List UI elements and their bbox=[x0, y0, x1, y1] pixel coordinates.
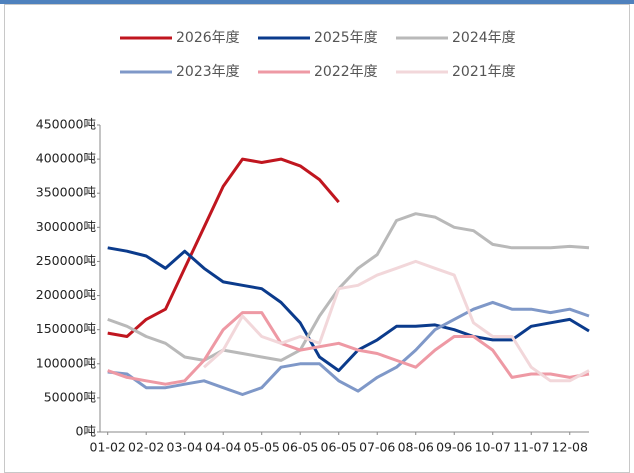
x-tick-label: 01-02 bbox=[90, 440, 126, 455]
x-tick-label: 12-08 bbox=[552, 440, 588, 455]
x-tick-label: 07-06 bbox=[359, 440, 395, 455]
x-tick-label: 10-07 bbox=[475, 440, 511, 455]
y-tick-label: 400000吨 bbox=[36, 151, 97, 166]
x-tick-label: 04-04 bbox=[205, 440, 241, 455]
legend-label: 2025年度 bbox=[314, 30, 378, 46]
x-tick-label: 05-05 bbox=[244, 440, 280, 455]
x-tick-label: 02-02 bbox=[128, 440, 164, 455]
y-tick-label: 250000吨 bbox=[36, 253, 97, 268]
series-line bbox=[107, 311, 590, 386]
y-tick-label: 350000吨 bbox=[36, 185, 97, 200]
series-line bbox=[107, 300, 590, 396]
y-tick-label: 100000吨 bbox=[36, 355, 97, 370]
x-tick-label: 06-05 bbox=[282, 440, 318, 455]
legend-label: 2023年度 bbox=[176, 64, 240, 80]
x-tick-label: 03-04 bbox=[167, 440, 203, 455]
legend-label: 2021年度 bbox=[452, 64, 516, 80]
legend: 2026年度 2025年度 2024年度 2023年度 2022年度 2021年度 bbox=[120, 30, 516, 80]
y-tick-label: 150000吨 bbox=[36, 321, 97, 336]
series-line bbox=[203, 259, 590, 383]
x-tick-label: 11-07 bbox=[513, 440, 549, 455]
y-tick-label: 200000吨 bbox=[36, 287, 97, 302]
y-tick-label: 450000吨 bbox=[36, 117, 97, 132]
y-tick-label: 0吨 bbox=[76, 424, 97, 439]
y-tick-label: 50000吨 bbox=[44, 389, 97, 404]
series-line bbox=[107, 212, 590, 362]
series-line bbox=[107, 157, 340, 338]
top-bar bbox=[0, 0, 634, 4]
x-tick-label: 08-06 bbox=[398, 440, 434, 455]
legend-label: 2024年度 bbox=[452, 30, 516, 46]
legend-label: 2022年度 bbox=[314, 64, 378, 80]
series-line bbox=[107, 246, 590, 373]
legend-label: 2026年度 bbox=[176, 30, 240, 46]
x-tick-label: 09-06 bbox=[436, 440, 472, 455]
y-tick-label: 300000吨 bbox=[36, 219, 97, 234]
x-tick-label: 06-05 bbox=[321, 440, 357, 455]
